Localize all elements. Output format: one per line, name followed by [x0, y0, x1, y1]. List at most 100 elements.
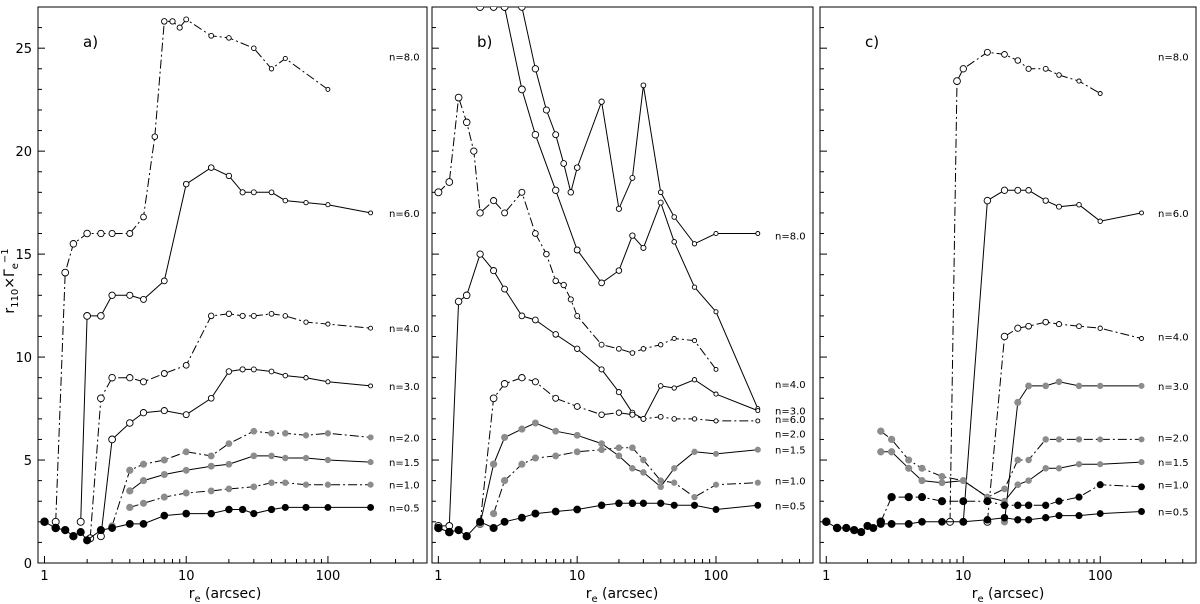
series-n=4.0 [86, 310, 374, 543]
data-point [69, 532, 78, 541]
series-line [44, 506, 371, 541]
data-point [671, 479, 678, 486]
data-point [61, 268, 70, 277]
data-point [303, 375, 309, 381]
data-point [97, 229, 105, 238]
series-n=0.5 [40, 503, 375, 545]
panel-frame [819, 6, 1197, 564]
data-point [755, 408, 761, 414]
data-point [657, 199, 664, 206]
data-point [887, 435, 896, 444]
series-line [962, 189, 1142, 522]
series-n=0.5 [434, 499, 762, 541]
data-point [518, 188, 526, 196]
data-point [628, 499, 637, 508]
data-point [454, 93, 463, 102]
data-point [225, 172, 233, 180]
data-point [1042, 514, 1050, 522]
data-point [108, 291, 116, 299]
data-point [476, 517, 485, 526]
data-point [518, 374, 526, 382]
data-point [1138, 459, 1145, 466]
data-point [938, 479, 946, 487]
data-point [207, 312, 215, 320]
data-point [1042, 382, 1050, 390]
data-point [560, 160, 568, 167]
data-point [268, 430, 275, 437]
data-point [518, 460, 526, 468]
data-point [250, 509, 258, 518]
data-point [671, 335, 677, 342]
data-point [552, 394, 560, 402]
series-line [438, 253, 758, 527]
series-line [129, 455, 371, 492]
data-point [938, 473, 946, 480]
series-end-label: n=4.0 [775, 380, 806, 391]
data-point [551, 507, 560, 516]
data-point [160, 511, 169, 520]
data-point [712, 481, 720, 488]
data-point [126, 291, 134, 299]
data-point [108, 373, 116, 382]
data-point [552, 186, 560, 194]
data-point [1024, 501, 1033, 510]
series-n=3.0 [1000, 378, 1145, 526]
series-end-label: n=8.0 [389, 52, 420, 63]
data-point [959, 518, 968, 526]
data-point [857, 528, 866, 537]
series-line [880, 430, 1142, 498]
data-point [1055, 465, 1063, 472]
x-tick-label: 10 [569, 569, 586, 584]
data-point [552, 277, 559, 285]
data-point [1025, 477, 1032, 484]
data-point [40, 517, 49, 527]
data-point [531, 65, 540, 73]
data-point [160, 407, 168, 415]
data-point [573, 164, 581, 171]
data-point [1075, 493, 1083, 501]
data-point [918, 464, 926, 472]
data-point [108, 229, 116, 238]
data-point [208, 32, 215, 39]
data-point [489, 523, 498, 533]
data-point [953, 77, 961, 85]
data-point [1025, 187, 1032, 194]
data-point [531, 419, 539, 427]
data-point [690, 501, 699, 509]
data-point [139, 378, 148, 386]
data-point [1025, 322, 1032, 330]
data-point [629, 465, 636, 472]
data-point [713, 309, 719, 315]
data-point [500, 7, 509, 11]
data-point [1000, 513, 1009, 522]
data-point [713, 366, 719, 372]
data-point [629, 174, 636, 181]
data-point [1097, 436, 1104, 443]
data-point [501, 209, 509, 217]
data-point [324, 456, 332, 464]
data-point [324, 430, 332, 437]
data-point [160, 456, 168, 464]
panel-label: b) [477, 33, 492, 51]
data-point [876, 519, 885, 528]
series-n=8.0 [946, 48, 1103, 526]
data-point [598, 411, 605, 418]
data-point [302, 503, 310, 511]
data-point [368, 383, 374, 389]
data-point [126, 487, 134, 495]
data-point [476, 250, 484, 258]
data-point [251, 45, 257, 51]
data-point [552, 131, 560, 139]
data-point [160, 493, 168, 501]
data-point [207, 509, 215, 518]
series-n=1.5 [877, 448, 1145, 505]
series-end-label: n=3.0 [1158, 382, 1189, 393]
data-point [470, 147, 478, 155]
data-point [531, 454, 539, 462]
data-point [282, 479, 289, 486]
data-point [325, 202, 331, 208]
data-point [691, 416, 698, 422]
data-point [125, 519, 134, 528]
data-point [1014, 481, 1022, 489]
data-point [959, 477, 967, 485]
